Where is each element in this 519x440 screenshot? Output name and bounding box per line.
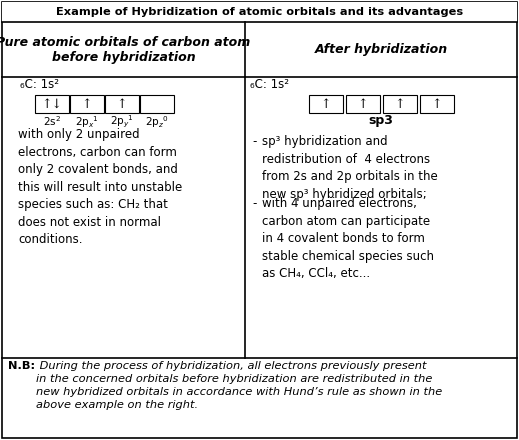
Text: sp3: sp3 [368,114,393,127]
Text: ₆C: 1s²: ₆C: 1s² [250,77,289,91]
Bar [70,95,104,113]
Text: with only 2 unpaired
electrons, carbon can form
only 2 covalent bonds, and
this : with only 2 unpaired electrons, carbon c… [18,128,182,246]
Text: Pure atomic orbitals of carbon atom
before hybridization: Pure atomic orbitals of carbon atom befo… [0,36,251,63]
Text: -: - [252,197,256,210]
Bar [35,95,69,113]
Text: sp³ hybridization and
redistribution of  4 electrons
from 2s and 2p orbitals in : sp³ hybridization and redistribution of … [262,135,438,201]
Bar [308,95,343,113]
Bar [346,95,379,113]
Bar [105,95,139,113]
Text: ↑: ↑ [117,98,127,110]
Text: 2p$_y$$^1$: 2p$_y$$^1$ [110,114,134,130]
Text: ↑: ↑ [320,98,331,110]
Text: ↑: ↑ [431,98,442,110]
Text: Example of Hybridization of atomic orbitals and its advantages: Example of Hybridization of atomic orbit… [57,7,463,17]
Text: with 4 unpaired electrons,
carbon atom can participate
in 4 covalent bonds to fo: with 4 unpaired electrons, carbon atom c… [262,197,434,280]
Text: ↑: ↑ [82,98,92,110]
Text: 2p$_x$$^1$: 2p$_x$$^1$ [75,114,99,130]
Bar [2,2,517,22]
Text: -: - [252,135,256,148]
Text: ↑↓: ↑↓ [42,98,62,110]
Text: ↑: ↑ [357,98,368,110]
Text: After hybridization: After hybridization [315,43,447,56]
Bar [419,95,454,113]
Bar [383,95,417,113]
Text: 2s$^2$: 2s$^2$ [43,114,61,128]
Bar [140,95,174,113]
Text: N.B:: N.B: [8,361,35,371]
Text: ₆C: 1s²: ₆C: 1s² [20,77,59,91]
Text: During the process of hybridization, all electrons previously present
in the con: During the process of hybridization, all… [36,361,442,410]
Text: ↑: ↑ [394,98,405,110]
Text: 2p$_z$$^0$: 2p$_z$$^0$ [145,114,169,130]
